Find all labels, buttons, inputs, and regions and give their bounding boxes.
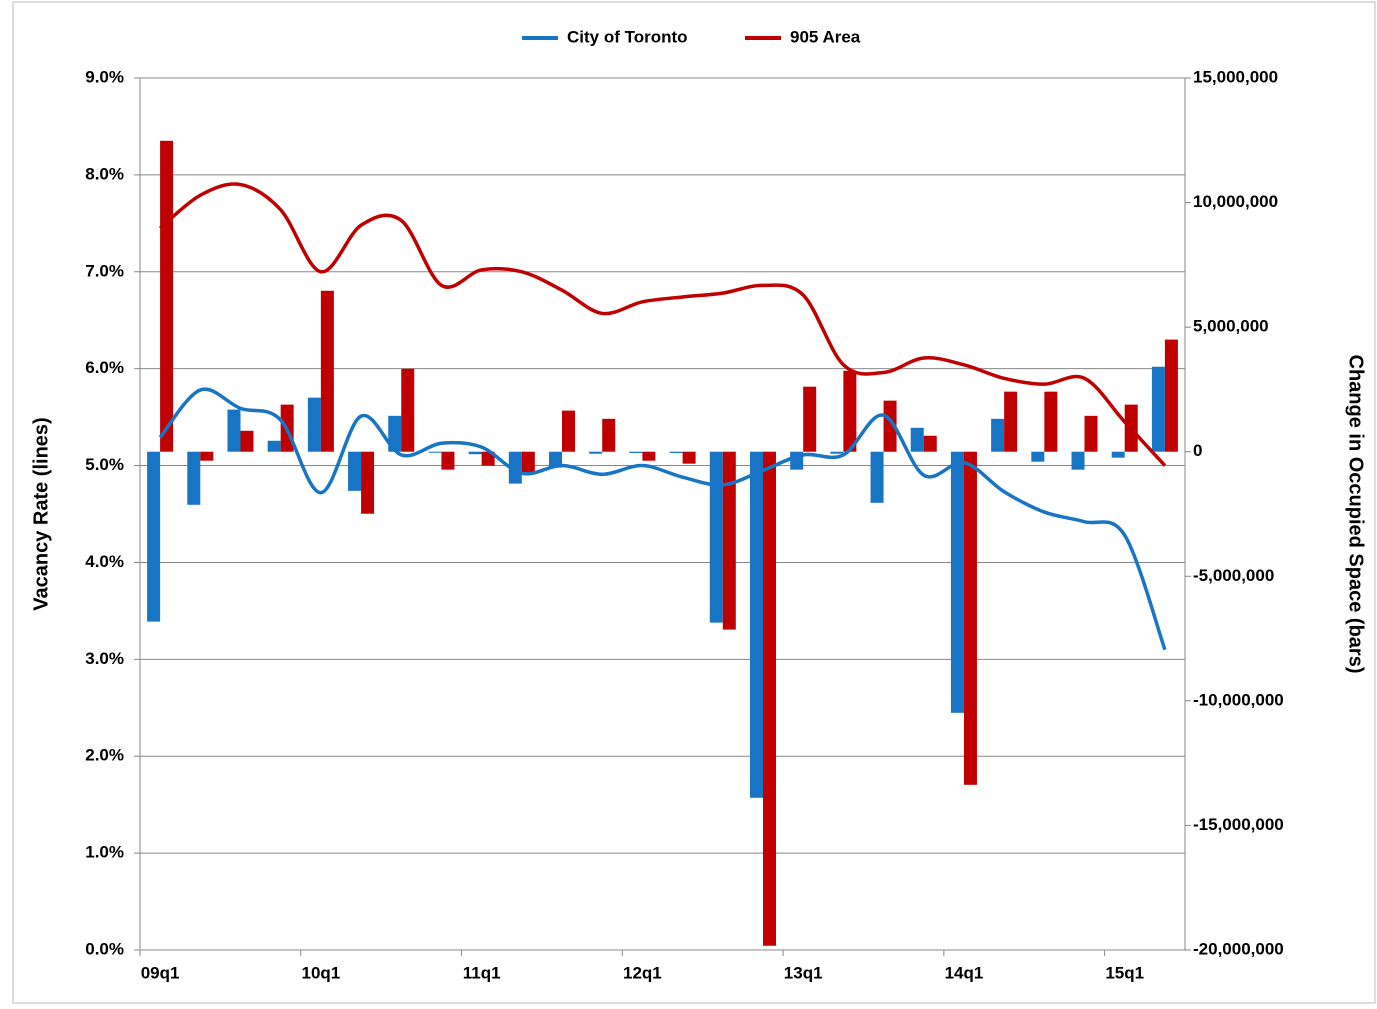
bar [200,451,214,461]
bar [1151,366,1165,452]
y-tick-label: 7.0% [85,261,124,280]
line [158,182,1167,467]
bar [187,451,201,505]
y2-tick-label: 0 [1193,441,1202,460]
y2-tick-label: 15,000,000 [1193,67,1278,86]
bar [401,368,415,452]
y2-tick-label: -15,000,000 [1193,815,1284,834]
bar [910,427,924,452]
bar [749,451,763,798]
x-tick-label: 12q1 [623,963,662,982]
bar [762,451,776,946]
x-tick-label: 15q1 [1105,963,1144,982]
bar [883,400,897,452]
y-tick-label: 4.0% [85,552,124,571]
bar [481,451,495,466]
bar [629,451,643,453]
x-tick-label: 10q1 [301,963,340,982]
bar [1084,415,1098,452]
y2-tick-label: -10,000,000 [1193,690,1284,709]
y-axis-title: Vacancy Rate (lines) [30,417,52,610]
bar [589,451,603,454]
bar [1031,451,1045,462]
y2-tick-label: 10,000,000 [1193,192,1278,211]
y2-tick-label: -20,000,000 [1193,939,1284,958]
bar [521,451,535,473]
bar [923,435,937,452]
bar [1044,391,1058,452]
x-tick-label: 09q1 [141,963,180,982]
bar [602,418,616,452]
bar [1071,451,1085,470]
line [158,387,1167,651]
bar [227,409,241,452]
y2-axis-title: Change in Occupied Space (bars) [1345,355,1367,674]
y-tick-label: 6.0% [85,358,124,377]
bar [682,451,696,464]
bar [361,451,375,514]
y-tick-label: 0.0% [85,939,124,958]
bar [307,397,321,452]
bar [240,430,254,452]
bar [709,451,723,623]
y-tick-label: 3.0% [85,649,124,668]
bar [267,440,281,452]
y2-tick-label: 5,000,000 [1193,317,1269,336]
bar [428,451,442,453]
bar [1004,391,1018,452]
bar [441,451,455,470]
bar [508,451,522,484]
bar [803,386,817,452]
bar [549,451,563,468]
y2-tick-label: -5,000,000 [1193,566,1274,585]
bar [991,418,1005,452]
bar [669,451,683,453]
bar [147,451,161,622]
legend-label: 905 Area [790,27,861,46]
y-tick-label: 9.0% [85,67,124,86]
bar [468,451,482,455]
y-tick-label: 5.0% [85,455,124,474]
x-tick-label: 11q1 [463,963,501,982]
y-tick-label: 8.0% [85,164,124,183]
x-tick-label: 13q1 [784,963,823,982]
bar [1111,451,1125,458]
x-tick-label: 14q1 [945,963,984,982]
bar [722,451,736,630]
bar [320,290,334,452]
bar [160,140,174,452]
bar [1164,339,1178,452]
bar [388,415,402,452]
bar [830,451,844,454]
bar [950,451,964,713]
bar [642,451,656,461]
bar [870,451,884,503]
y-tick-label: 2.0% [85,746,124,765]
bar [562,410,576,452]
legend-label: City of Toronto [567,27,688,46]
bar [348,451,362,491]
chart-frame [12,1,1376,1004]
bar [963,451,977,785]
bar [843,370,857,452]
y-tick-label: 1.0% [85,843,124,862]
